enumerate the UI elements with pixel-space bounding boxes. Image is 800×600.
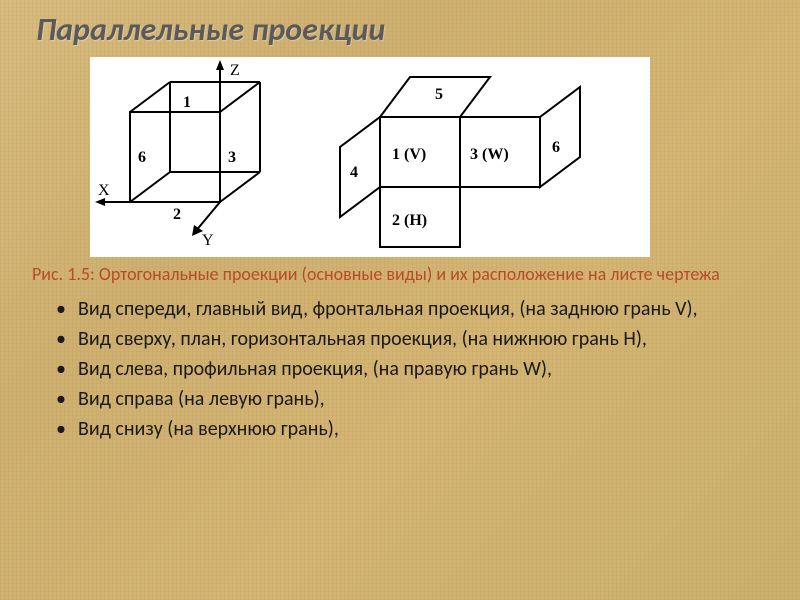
axis-y-label: Y bbox=[202, 232, 214, 249]
cube-label-2: 2 bbox=[173, 206, 181, 223]
page-title: Параллельные проекции bbox=[0, 0, 800, 57]
figure-diagram: Z X Y 1 2 3 6 1 (V) 3 (W) 2 (H) bbox=[90, 57, 650, 257]
unfold-left-label: 4 bbox=[350, 164, 358, 181]
list-item: Вид слева, профильная проекция, (на прав… bbox=[56, 356, 770, 382]
cube-projection: Z X Y 1 2 3 6 bbox=[95, 60, 260, 249]
unfold-bottom-label: 2 (H) bbox=[392, 212, 427, 229]
axis-x-label: X bbox=[98, 182, 110, 199]
axis-z-label: Z bbox=[230, 62, 240, 79]
list-item: Вид сверху, план, горизонтальная проекци… bbox=[56, 326, 770, 352]
unfold-center-label: 1 (V) bbox=[392, 146, 426, 163]
figure-caption: Рис. 1.5: Ортогональные проекции (основн… bbox=[0, 257, 800, 286]
unfold-right2-label: 6 bbox=[552, 139, 560, 156]
unfold-right1-label: 3 (W) bbox=[470, 146, 509, 163]
cube-label-3: 3 bbox=[228, 149, 236, 166]
list-item: Вид справа (на левую грань), bbox=[56, 386, 770, 412]
cube-label-1: 1 bbox=[183, 94, 191, 111]
unfold-net: 1 (V) 3 (W) 2 (H) 5 4 6 bbox=[340, 77, 580, 247]
unfold-top-label: 5 bbox=[435, 86, 443, 103]
bullet-list: Вид спереди, главный вид, фронтальная пр… bbox=[0, 286, 800, 442]
cube-label-6: 6 bbox=[138, 149, 146, 166]
list-item: Вид снизу (на верхнюю грань), bbox=[56, 416, 770, 442]
list-item: Вид спереди, главный вид, фронтальная пр… bbox=[56, 296, 770, 322]
